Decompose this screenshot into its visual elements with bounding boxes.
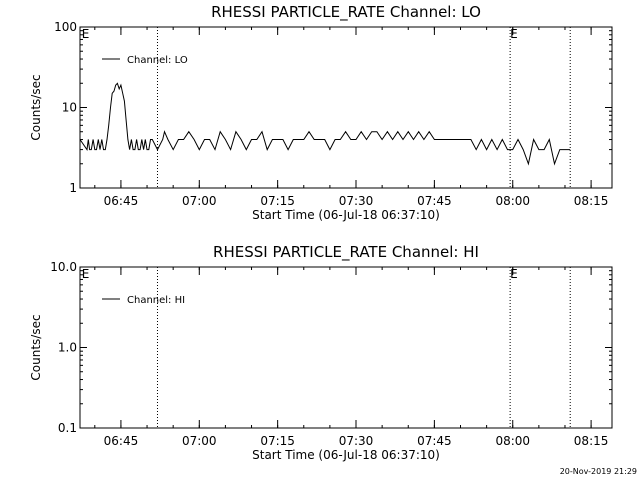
chart-title: RHESSI PARTICLE_RATE Channel: HI: [213, 243, 479, 262]
x-tick-label: 08:15: [574, 194, 609, 208]
y-axis-label: Counts/sec: [29, 314, 43, 380]
x-axis-label: Start Time (06-Jul-18 06:37:10): [252, 208, 440, 222]
x-tick-label: 08:00: [495, 194, 530, 208]
chart-title: RHESSI PARTICLE_RATE Channel: LO: [211, 3, 481, 22]
x-axis-label: Start Time (06-Jul-18 06:37:10): [252, 448, 440, 462]
edge-label: E: [82, 27, 90, 41]
x-tick-label: 07:15: [260, 194, 295, 208]
series-line: [79, 82, 571, 166]
x-tick-label: 07:00: [182, 194, 217, 208]
plot-frame: [79, 26, 613, 189]
y-tick-label: 0.1: [58, 421, 77, 435]
x-tick-label: 08:15: [574, 434, 609, 448]
x-tick-label: 07:45: [417, 194, 452, 208]
edge-label: E: [510, 267, 518, 281]
date-stamp: 20-Nov-2019 21:29: [560, 467, 637, 476]
panel-lo: RHESSI PARTICLE_RATE Channel: LO 1 10 100 06…: [29, 3, 613, 222]
x-tick-label: 07:30: [339, 434, 374, 448]
legend-label: Channel: HI: [127, 295, 185, 306]
y-tick-label: 1.0: [58, 341, 77, 355]
panel-hi: RHESSI PARTICLE_RATE Channel: HI 0.1 1.0 10…: [29, 243, 613, 462]
x-tick-label: 07:45: [417, 434, 452, 448]
x-tick-label: 07:00: [182, 434, 217, 448]
x-tick-label: 08:00: [495, 434, 530, 448]
y-tick-label: 10.0: [50, 260, 77, 274]
x-tick-label: 06:45: [104, 434, 139, 448]
y-tick-label: 1: [69, 181, 77, 195]
x-tick-label: 07:15: [260, 434, 295, 448]
x-tick-label: 07:30: [339, 194, 374, 208]
y-tick-label: 10: [62, 101, 77, 115]
edge-label: E: [510, 27, 518, 41]
legend-label: Channel: LO: [127, 55, 188, 66]
edge-label: E: [82, 267, 90, 281]
plot-frame: [79, 266, 613, 429]
y-axis-label: Counts/sec: [29, 74, 43, 140]
y-tick-label: 100: [54, 20, 77, 34]
x-tick-label: 06:45: [104, 194, 139, 208]
